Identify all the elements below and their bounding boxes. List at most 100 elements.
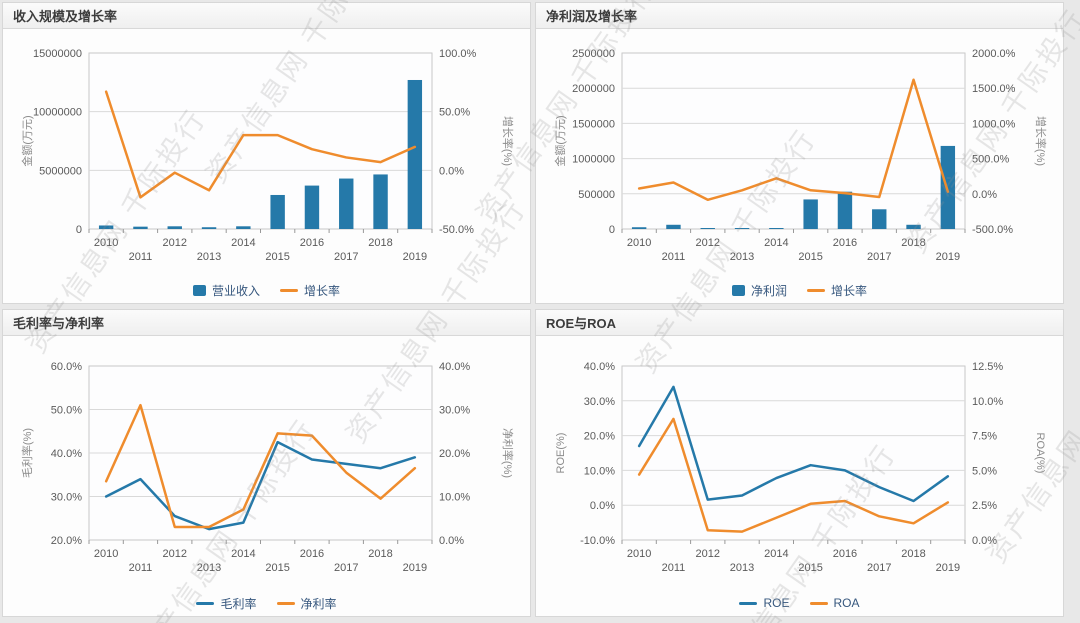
legend-item-净利率[interactable]: 净利率 (276, 595, 337, 612)
svg-text:0.0%: 0.0% (439, 535, 464, 547)
legend-netprofit-growth: 净利润 增长率 (536, 275, 1063, 303)
margins-chart-canvas[interactable]: 20.0% 30.0% 40.0% 50.0% 60.0% 0.0% 10.0% 20.0% 3… (3, 336, 530, 588)
x-axis-label: 2019 (936, 562, 960, 574)
svg-text:2000000: 2000000 (572, 83, 615, 95)
svg-text:7.5%: 7.5% (972, 431, 997, 443)
right-axis-title: 增长率(%) (1034, 116, 1048, 166)
x-axis-label: 2019 (936, 251, 960, 263)
legend-label: 净利率 (300, 596, 337, 611)
x-axis-label: 2018 (901, 237, 925, 249)
legend-item-增长率[interactable]: 增长率 (807, 282, 867, 299)
svg-text:30.0%: 30.0% (584, 396, 615, 408)
legend-item-毛利率[interactable]: 毛利率 (196, 595, 257, 612)
legend-label: 净利润 (750, 283, 787, 298)
legend-margins: 毛利率 净利率 (3, 588, 530, 616)
roe-roa-chart-canvas[interactable]: -10.0% 0.0% 10.0% 20.0% 30.0% 40.0% 0.0% 2.5% 5.… (536, 336, 1063, 588)
svg-text:20.0%: 20.0% (584, 431, 615, 443)
svg-text:2.5%: 2.5% (972, 500, 997, 512)
legend-revenue-growth: 营业收入 增长率 (3, 275, 530, 303)
legend-bar-swatch (731, 284, 745, 296)
right-axis-title: 净利率(%) (501, 428, 515, 478)
svg-text:1000.0%: 1000.0% (972, 118, 1016, 130)
x-axis-label: 2011 (129, 251, 153, 263)
svg-text:20.0%: 20.0% (439, 448, 470, 460)
legend-item-增长率[interactable]: 增长率 (280, 282, 340, 299)
panel-revenue-growth: 收入规模及增长率 0 5000000 10000000 15000000 -50.0% 0… (2, 2, 531, 304)
panel-title: 收入规模及增长率 (13, 9, 118, 24)
x-axis-label: 2016 (833, 237, 857, 249)
x-axis-label: 2016 (300, 548, 324, 560)
legend-item-ROE[interactable]: ROE (739, 596, 790, 610)
x-axis-label: 2018 (368, 548, 392, 560)
svg-text:40.0%: 40.0% (584, 361, 615, 373)
right-axis-title: ROA(%) (1034, 433, 1046, 474)
legend-label: 营业收入 (211, 283, 260, 298)
svg-text:100.0%: 100.0% (439, 48, 477, 60)
x-axis-label: 2017 (867, 251, 891, 263)
x-axis-label: 2015 (798, 562, 822, 574)
svg-text:500.0%: 500.0% (972, 154, 1010, 166)
svg-text:60.0%: 60.0% (51, 361, 82, 373)
svg-text:1500.0%: 1500.0% (972, 83, 1016, 95)
svg-text:0: 0 (76, 224, 82, 236)
legend-label: ROE (763, 596, 790, 610)
svg-text:-500.0%: -500.0% (972, 224, 1013, 236)
legend-line-swatch (807, 288, 825, 292)
svg-text:2500000: 2500000 (572, 48, 615, 60)
svg-text:10000000: 10000000 (33, 107, 82, 119)
x-axis-label: 2010 (627, 548, 651, 560)
chart-area-margins: 20.0% 30.0% 40.0% 50.0% 60.0% 0.0% 10.0% 20.0% 3… (3, 336, 530, 588)
svg-text:500000: 500000 (578, 189, 615, 201)
panel-header: ROE与ROA (536, 310, 1063, 336)
x-axis-label: 2012 (163, 548, 187, 560)
x-axis-label: 2014 (231, 548, 255, 560)
legend-line-swatch (276, 601, 295, 605)
left-axis-title: ROE(%) (555, 433, 567, 474)
x-axis-label: 2015 (265, 562, 289, 574)
x-axis-label: 2014 (764, 548, 788, 560)
svg-text:-10.0%: -10.0% (580, 535, 615, 547)
chart-area-netprofit: 0 500000 1000000 1500000 2000000 2500000 -500.… (536, 29, 1063, 275)
panel-margins: 毛利率与净利率 20.0% 30.0% 40.0% 50.0% 60.0% 0.0% 10.… (2, 309, 531, 617)
x-axis-label: 2016 (833, 548, 857, 560)
svg-text:0.0%: 0.0% (972, 189, 997, 201)
svg-text:0.0%: 0.0% (972, 535, 997, 547)
legend-item-净利润[interactable]: 净利润 (731, 282, 787, 299)
x-axis-label: 2015 (265, 251, 289, 263)
panel-header: 毛利率与净利率 (3, 310, 530, 336)
svg-text:10.0%: 10.0% (439, 492, 470, 504)
panel-title: 毛利率与净利率 (13, 316, 105, 331)
svg-text:1500000: 1500000 (572, 118, 615, 130)
legend-bar-swatch (192, 284, 206, 296)
legend-label: ROA (833, 596, 860, 610)
svg-text:20.0%: 20.0% (51, 535, 82, 547)
panel-title: 净利润及增长率 (546, 9, 638, 24)
x-axis-label: 2011 (662, 251, 686, 263)
svg-text:40.0%: 40.0% (439, 361, 470, 373)
x-axis-label: 2012 (163, 237, 187, 249)
svg-text:-50.0%: -50.0% (439, 224, 474, 236)
chart-area-revenue: 0 5000000 10000000 15000000 -50.0% 0.0% 50.0% 1… (3, 29, 530, 275)
panel-roe-roa: ROE与ROA -10.0% 0.0% 10.0% 20.0% 30.0% 40.0% 0.… (535, 309, 1064, 617)
svg-text:0.0%: 0.0% (439, 165, 464, 177)
svg-text:5000000: 5000000 (39, 165, 82, 177)
svg-text:30.0%: 30.0% (439, 405, 470, 417)
left-axis-title: 毛利率(%) (20, 428, 34, 478)
netprofit-growth-chart-canvas[interactable]: 0 500000 1000000 1500000 2000000 2500000 -500.… (536, 29, 1063, 275)
x-axis-label: 2018 (901, 548, 925, 560)
svg-text:2000.0%: 2000.0% (972, 48, 1016, 60)
legend-item-营业收入[interactable]: 营业收入 (192, 282, 260, 299)
x-axis-label: 2013 (197, 251, 221, 263)
legend-item-ROA[interactable]: ROA (809, 596, 860, 610)
svg-text:12.5%: 12.5% (972, 361, 1003, 373)
panel-title: ROE与ROA (546, 316, 617, 331)
legend-line-swatch (809, 601, 828, 605)
x-axis-label: 2013 (730, 251, 754, 263)
svg-text:1000000: 1000000 (572, 154, 615, 166)
x-axis-label: 2014 (764, 237, 788, 249)
revenue-growth-chart-canvas[interactable]: 0 5000000 10000000 15000000 -50.0% 0.0% 50.0% 1… (3, 29, 530, 275)
left-axis-title: 金额(万元) (553, 115, 567, 166)
left-axis-title: 金额(万元) (20, 115, 34, 166)
x-axis-label: 2016 (300, 237, 324, 249)
